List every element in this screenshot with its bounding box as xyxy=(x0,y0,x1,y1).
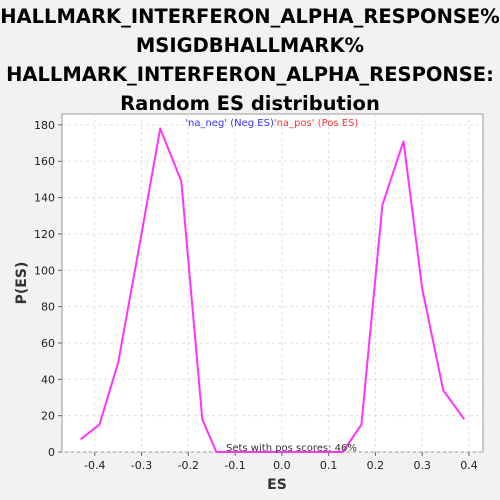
legend: 'na_neg' (Neg ES)'na_pos' (Pos ES) xyxy=(185,118,358,129)
x-tick-label: -0.3 xyxy=(131,459,152,472)
y-tick-label: 0 xyxy=(48,446,55,459)
x-tick-label: 0.2 xyxy=(367,459,385,472)
y-tick-label: 100 xyxy=(34,264,55,277)
y-tick-label: 160 xyxy=(34,155,55,168)
plot-area xyxy=(62,114,483,452)
x-tick-label: 0.1 xyxy=(320,459,338,472)
legend-entry-neg: 'na_neg' (Neg ES) xyxy=(185,118,274,129)
y-tick-label: 180 xyxy=(34,119,55,132)
y-tick-label: 80 xyxy=(41,301,55,314)
y-tick-label: 20 xyxy=(41,410,55,423)
y-tick-label: 120 xyxy=(34,228,55,241)
y-tick-label: 40 xyxy=(41,373,55,386)
x-tick-label: 0.0 xyxy=(273,459,291,472)
y-axis-ticks: 0 20 40 60 80 100 120 140 160 180 xyxy=(34,119,62,459)
x-tick-label: -0.2 xyxy=(178,459,199,472)
x-axis-ticks: -0.4 -0.3 -0.2 -0.1 0.0 0.1 0.2 0.3 0.4 xyxy=(84,452,478,472)
pos-scores-annotation: Sets with pos scores: 46% xyxy=(226,443,357,454)
x-tick-label: -0.1 xyxy=(224,459,245,472)
x-axis-label: ES xyxy=(267,477,287,493)
x-tick-label: 0.4 xyxy=(460,459,478,472)
y-tick-label: 60 xyxy=(41,337,55,350)
y-axis-label: P(ES) xyxy=(14,262,30,305)
x-tick-label: -0.4 xyxy=(84,459,105,472)
y-tick-label: 140 xyxy=(34,192,55,205)
x-tick-label: 0.3 xyxy=(413,459,431,472)
legend-entry-pos: 'na_pos' (Pos ES) xyxy=(274,118,359,129)
